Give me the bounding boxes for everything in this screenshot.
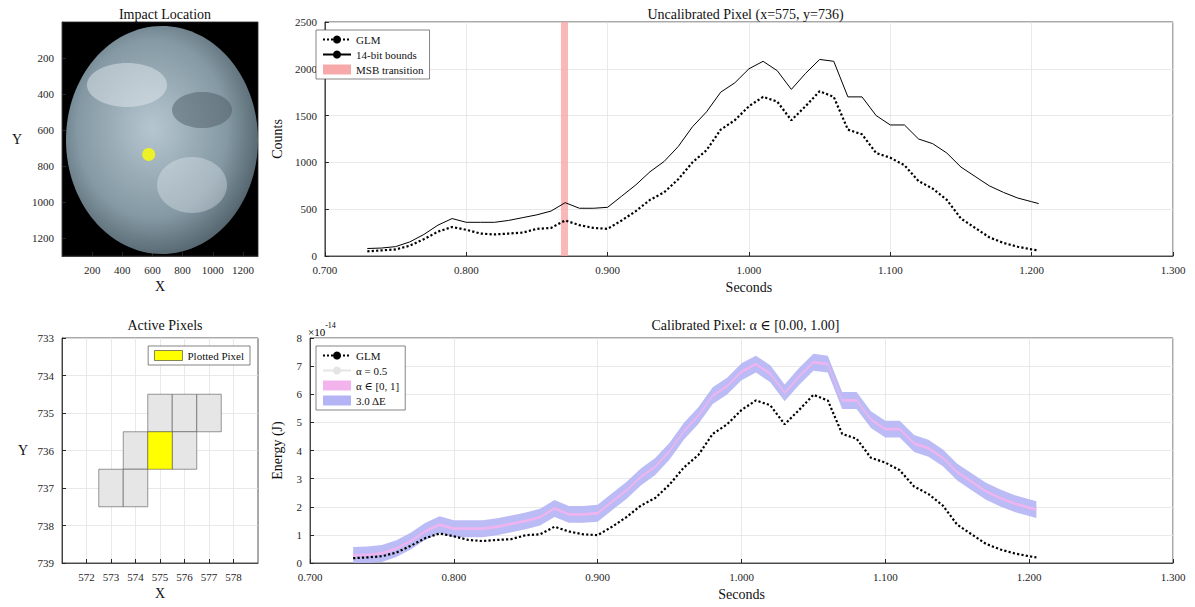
svg-text:0.800: 0.800 bbox=[441, 571, 466, 583]
svg-text:7: 7 bbox=[297, 360, 303, 372]
svg-text:X: X bbox=[155, 586, 165, 601]
svg-text:GLM: GLM bbox=[356, 34, 381, 46]
svg-text:Seconds: Seconds bbox=[726, 280, 773, 295]
svg-text:400: 400 bbox=[114, 264, 131, 276]
svg-text:Calibrated Pixel: α ∈ [0.00, 1: Calibrated Pixel: α ∈ [0.00, 1.00] bbox=[651, 318, 839, 333]
svg-text:572: 572 bbox=[78, 571, 95, 583]
svg-text:0: 0 bbox=[297, 557, 303, 569]
svg-text:739: 739 bbox=[38, 557, 55, 569]
svg-text:8: 8 bbox=[297, 332, 303, 344]
svg-text:573: 573 bbox=[103, 571, 120, 583]
svg-text:1.000: 1.000 bbox=[737, 264, 762, 276]
svg-text:800: 800 bbox=[38, 160, 55, 172]
svg-text:600: 600 bbox=[38, 124, 55, 136]
svg-text:1.200: 1.200 bbox=[1019, 264, 1044, 276]
svg-text:1200: 1200 bbox=[32, 232, 55, 244]
svg-text:4: 4 bbox=[297, 445, 303, 457]
svg-text:734: 734 bbox=[38, 370, 55, 382]
svg-text:Seconds: Seconds bbox=[718, 587, 765, 602]
svg-text:600: 600 bbox=[144, 264, 161, 276]
svg-text:X: X bbox=[155, 279, 165, 294]
svg-text:800: 800 bbox=[174, 264, 191, 276]
svg-text:3.0 ΔE: 3.0 ΔE bbox=[356, 395, 386, 407]
svg-text:Impact Location: Impact Location bbox=[119, 7, 211, 22]
svg-text:α ∈ [0, 1]: α ∈ [0, 1] bbox=[356, 380, 399, 392]
svg-text:1200: 1200 bbox=[232, 264, 255, 276]
svg-text:500: 500 bbox=[300, 203, 317, 215]
svg-text:1: 1 bbox=[297, 529, 303, 541]
svg-text:1.300: 1.300 bbox=[1161, 264, 1186, 276]
svg-text:578: 578 bbox=[225, 571, 242, 583]
svg-text:0: 0 bbox=[311, 250, 317, 262]
svg-text:1.100: 1.100 bbox=[873, 571, 898, 583]
svg-text:5: 5 bbox=[297, 416, 303, 428]
svg-text:Plotted Pixel: Plotted Pixel bbox=[187, 350, 244, 362]
svg-text:3: 3 bbox=[297, 473, 303, 485]
svg-text:1.100: 1.100 bbox=[878, 264, 903, 276]
svg-text:737: 737 bbox=[38, 482, 55, 494]
svg-text:0.700: 0.700 bbox=[313, 264, 338, 276]
svg-text:α = 0.5: α = 0.5 bbox=[356, 365, 388, 377]
svg-text:0.700: 0.700 bbox=[298, 571, 323, 583]
svg-text:576: 576 bbox=[176, 571, 193, 583]
svg-text:577: 577 bbox=[201, 571, 218, 583]
svg-text:1500: 1500 bbox=[295, 110, 318, 122]
svg-text:200: 200 bbox=[84, 264, 101, 276]
svg-text:1.300: 1.300 bbox=[1161, 571, 1186, 583]
svg-text:1.200: 1.200 bbox=[1017, 571, 1042, 583]
svg-text:735: 735 bbox=[38, 407, 55, 419]
svg-text:Counts: Counts bbox=[270, 119, 285, 159]
svg-text:2000: 2000 bbox=[295, 63, 318, 75]
svg-text:14-bit bounds: 14-bit bounds bbox=[356, 49, 417, 61]
svg-text:200: 200 bbox=[38, 52, 55, 64]
svg-text:Uncalibrated Pixel (x=575, y=7: Uncalibrated Pixel (x=575, y=736) bbox=[647, 7, 844, 23]
svg-text:574: 574 bbox=[127, 571, 144, 583]
svg-text:Active Pixels: Active Pixels bbox=[127, 318, 202, 333]
svg-text:0.900: 0.900 bbox=[595, 264, 620, 276]
svg-text:Y: Y bbox=[12, 132, 22, 147]
svg-text:2: 2 bbox=[297, 501, 303, 513]
svg-text:×10: ×10 bbox=[308, 326, 326, 338]
svg-text:738: 738 bbox=[38, 520, 55, 532]
svg-text:Energy (J): Energy (J) bbox=[270, 421, 286, 480]
svg-text:Y: Y bbox=[18, 443, 28, 458]
svg-text:1000: 1000 bbox=[202, 264, 225, 276]
svg-text:2500: 2500 bbox=[295, 16, 318, 28]
svg-text:GLM: GLM bbox=[356, 350, 381, 362]
svg-text:400: 400 bbox=[38, 88, 55, 100]
svg-text:1000: 1000 bbox=[295, 156, 318, 168]
svg-text:0.900: 0.900 bbox=[585, 571, 610, 583]
svg-text:733: 733 bbox=[38, 332, 55, 344]
svg-text:-14: -14 bbox=[325, 321, 336, 330]
svg-text:6: 6 bbox=[297, 388, 303, 400]
svg-text:736: 736 bbox=[38, 445, 55, 457]
svg-text:1.000: 1.000 bbox=[729, 571, 754, 583]
svg-text:1000: 1000 bbox=[32, 196, 55, 208]
svg-text:575: 575 bbox=[152, 571, 169, 583]
svg-text:0.800: 0.800 bbox=[454, 264, 479, 276]
svg-text:MSB transition: MSB transition bbox=[356, 64, 424, 76]
